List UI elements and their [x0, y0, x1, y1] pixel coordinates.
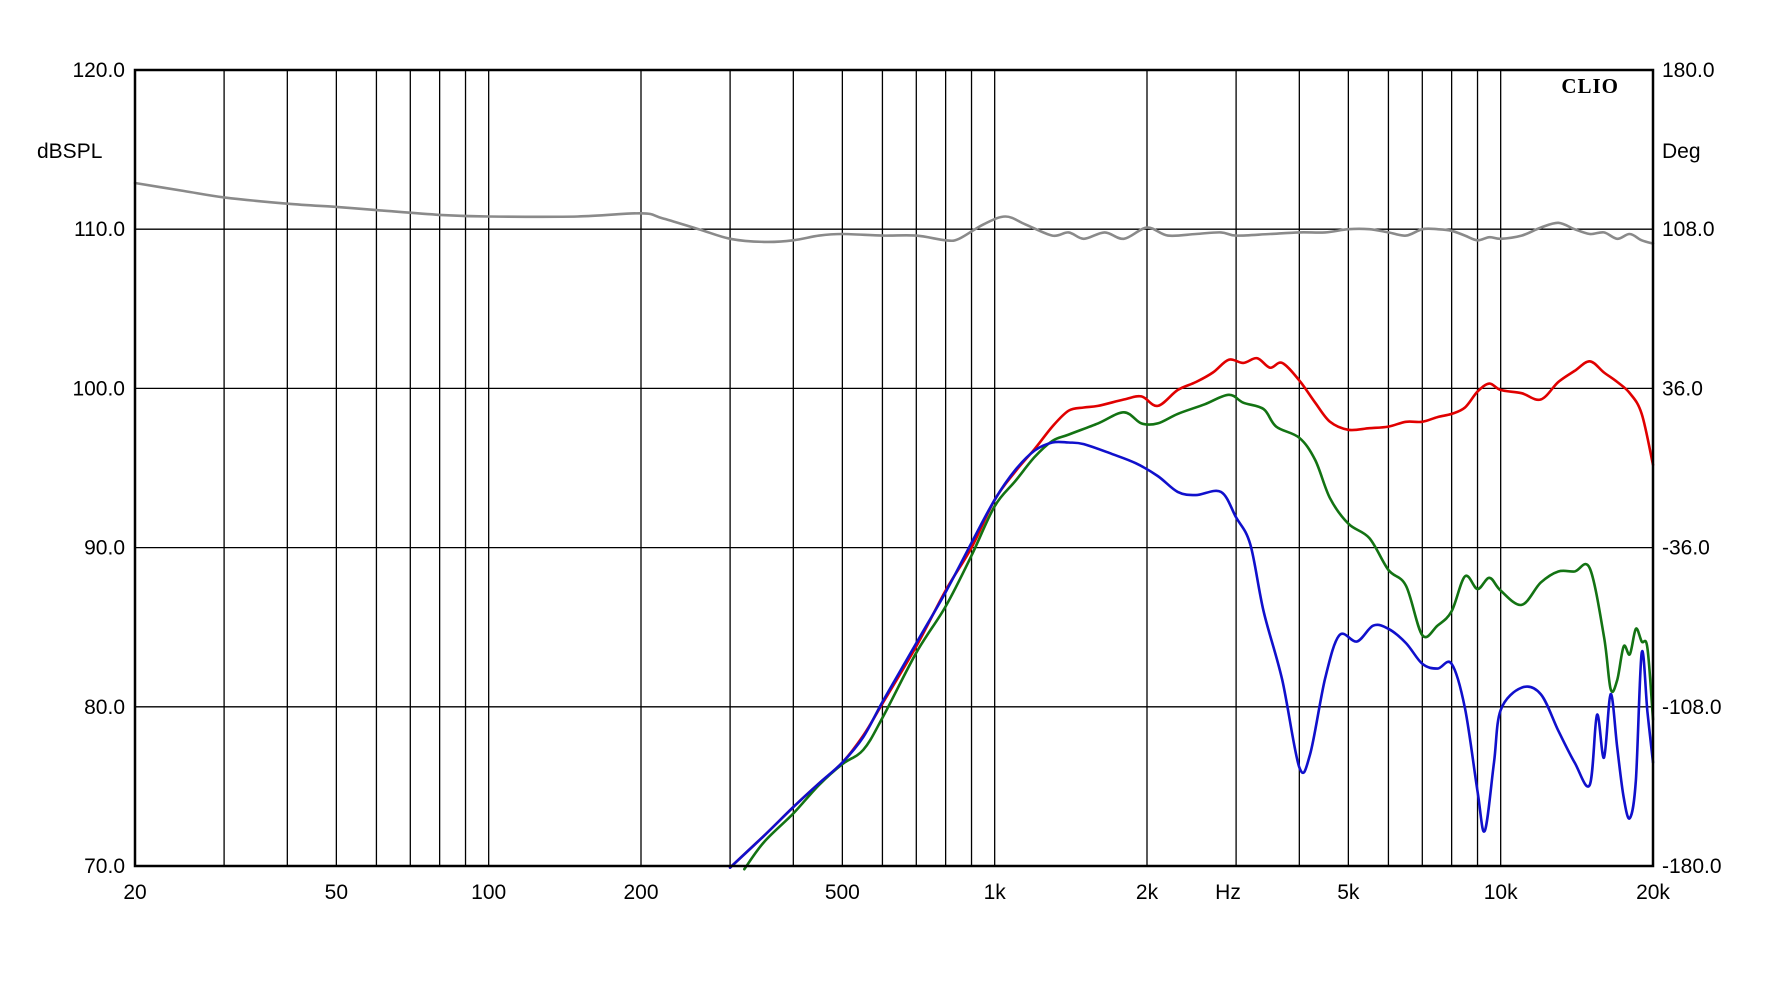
x-tick-label: 2k [1136, 881, 1159, 904]
left-y-tick-label: 110.0 [74, 218, 125, 241]
x-axis-unit: Hz [1215, 881, 1241, 904]
left-y-tick-label: 120.0 [72, 59, 125, 82]
left-y-tick-label: 80.0 [84, 696, 125, 719]
x-tick-label: 20k [1636, 881, 1670, 904]
right-axis-unit: Deg [1662, 140, 1701, 163]
x-tick-labels: 20 50 100 200 500 1k 2k 5k 10k 20k [123, 881, 1670, 904]
plot-frame [133, 68, 1655, 868]
x-tick-label: 100 [471, 881, 506, 904]
right-y-tick-label: 108.0 [1662, 218, 1715, 241]
left-y-tick-label: 100.0 [72, 377, 125, 400]
right-y-tick-label: -180.0 [1662, 855, 1722, 878]
right-y-tick-label: -108.0 [1662, 696, 1722, 719]
x-tick-label: 50 [325, 881, 348, 904]
green-series-line [743, 393, 1655, 871]
left-axis-unit: dBSPL [37, 140, 102, 163]
right-y-tick-label: 180.0 [1662, 59, 1715, 82]
right-y-tick-label: 36.0 [1662, 377, 1703, 400]
x-tick-label: 10k [1484, 881, 1518, 904]
right-y-tick-labels: -180.0 -108.0 -36.0 36.0 108.0 180.0 [1662, 59, 1722, 878]
gray-series-line [133, 181, 1655, 245]
x-tick-label: 200 [623, 881, 658, 904]
x-tick-label: 20 [123, 881, 146, 904]
blue-series-line [728, 440, 1655, 869]
right-y-tick-label: -36.0 [1662, 537, 1710, 560]
x-tick-label: 1k [984, 881, 1007, 904]
left-y-tick-label: 70.0 [84, 855, 125, 878]
left-y-tick-label: 90.0 [84, 537, 125, 560]
x-tick-label: 5k [1337, 881, 1360, 904]
left-y-tick-labels: 70.0 80.0 90.0 100.0 110.0 120.0 [72, 59, 125, 878]
clio-brand-label: CLIO [1561, 74, 1619, 98]
series-curves [133, 181, 1655, 871]
x-tick-label: 500 [825, 881, 860, 904]
y-gridlines [135, 228, 1653, 708]
